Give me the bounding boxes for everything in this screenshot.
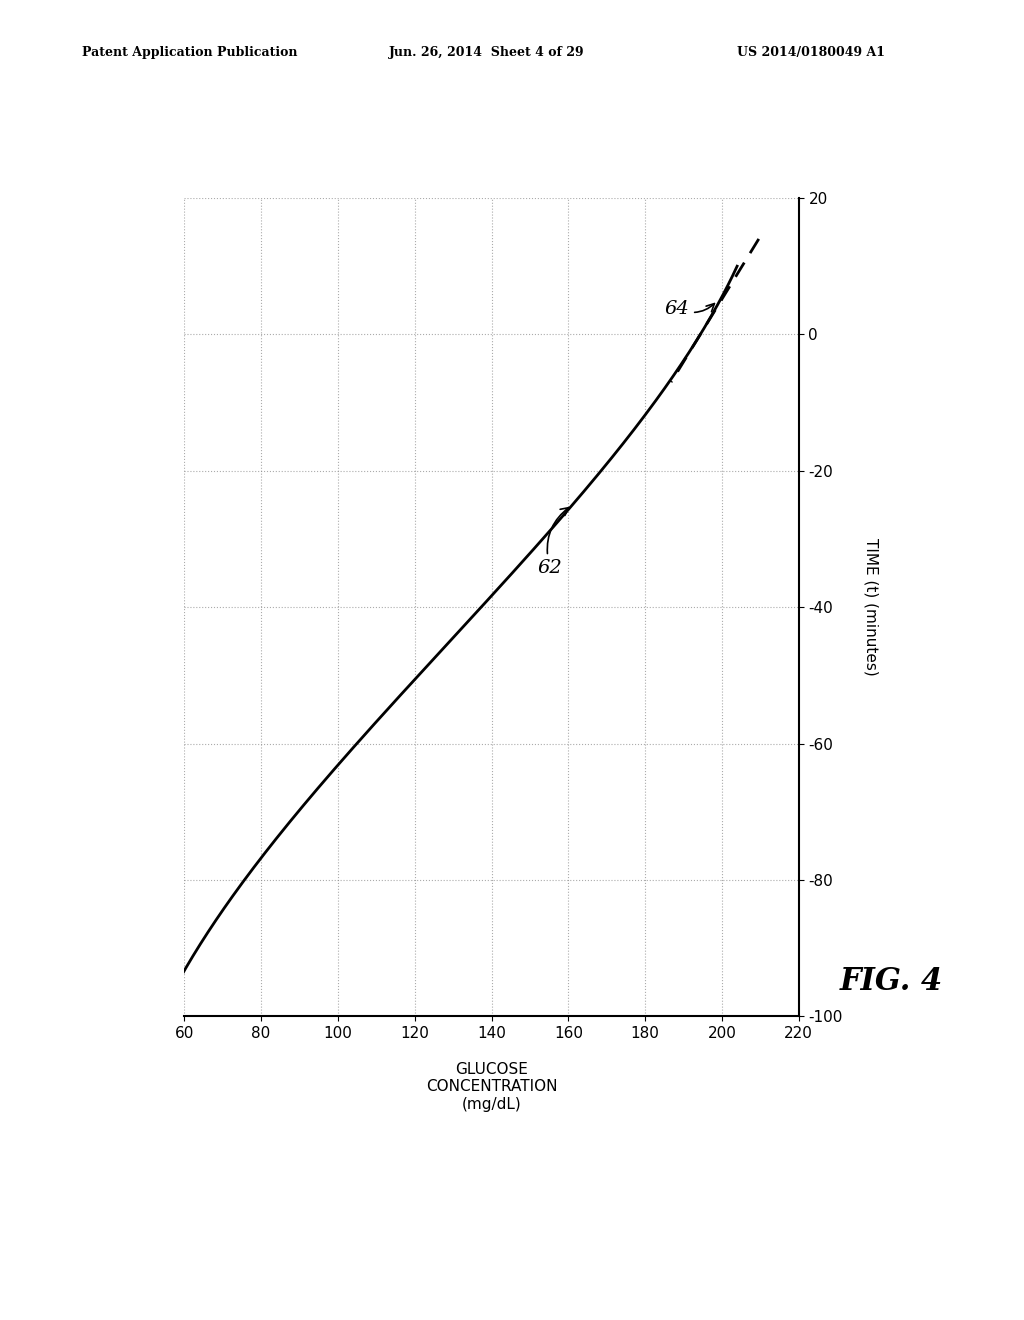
X-axis label: GLUCOSE
CONCENTRATION
(mg/dL): GLUCOSE CONCENTRATION (mg/dL) [426, 1063, 557, 1111]
Text: FIG. 4: FIG. 4 [840, 966, 943, 997]
Text: Patent Application Publication: Patent Application Publication [82, 46, 297, 59]
Y-axis label: TIME (t) (minutes): TIME (t) (minutes) [863, 539, 879, 676]
Text: US 2014/0180049 A1: US 2014/0180049 A1 [737, 46, 886, 59]
Text: Jun. 26, 2014  Sheet 4 of 29: Jun. 26, 2014 Sheet 4 of 29 [389, 46, 585, 59]
Text: 64: 64 [665, 300, 715, 318]
Text: 62: 62 [538, 508, 568, 577]
